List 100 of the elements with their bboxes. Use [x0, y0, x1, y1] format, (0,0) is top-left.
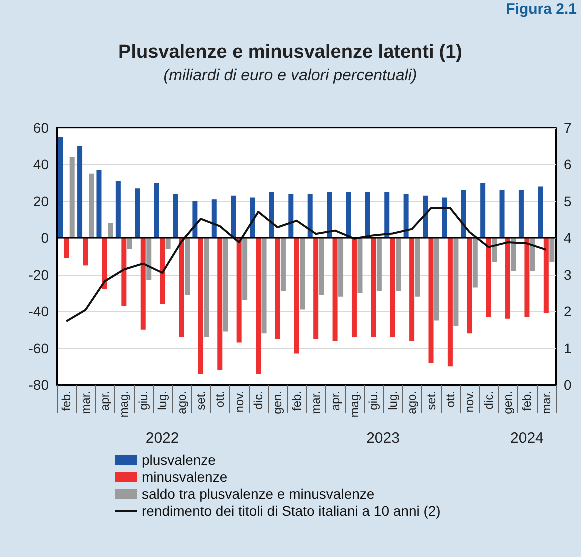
text: 2024	[510, 430, 544, 447]
text: Figura 2.1	[506, 1, 578, 18]
x-tick-label: set.	[194, 391, 208, 410]
bar	[506, 238, 511, 319]
bar	[480, 183, 486, 238]
bar	[64, 238, 70, 258]
bar	[518, 190, 524, 238]
bar	[524, 238, 530, 318]
bar	[242, 238, 248, 301]
bar	[338, 238, 344, 297]
x-tick-label: dic.	[252, 391, 266, 410]
bar	[376, 238, 382, 292]
bar	[384, 192, 390, 238]
bar	[89, 174, 94, 238]
bar	[390, 238, 396, 338]
y2-tick-label: 2	[564, 304, 572, 320]
bar	[280, 238, 286, 292]
x-tick-label: gen.	[501, 391, 516, 414]
bar	[500, 190, 505, 238]
bar	[275, 238, 280, 340]
x-tick-label: feb.	[290, 391, 304, 412]
y2-tick-label: 1	[564, 340, 572, 356]
x-tick-label: feb.	[60, 391, 74, 412]
bar	[332, 238, 338, 341]
y2-tick-label: 3	[564, 266, 572, 283]
bar	[467, 238, 472, 334]
chart-title: Plusvalenze e minusvalenze latenti (1)	[118, 42, 462, 63]
bar	[448, 238, 453, 367]
x-tick-label: set.	[424, 391, 438, 410]
bar	[166, 238, 171, 250]
x-tick-label: lug.	[156, 391, 170, 410]
bar	[154, 183, 160, 238]
x-tick-label: ott.	[213, 391, 228, 408]
bar	[192, 201, 198, 238]
legend-label: saldo tra plusvalenze e minusvalenze	[142, 486, 375, 502]
y-tick-label: 20	[33, 193, 50, 210]
bar	[486, 238, 492, 318]
legend-label: minusvalenze	[142, 469, 228, 485]
x-tick-label: apr.	[98, 391, 112, 412]
x-tick-label: lug.	[386, 391, 400, 410]
bar	[442, 198, 448, 238]
y-tick-label: -80	[28, 377, 50, 393]
bar	[262, 238, 267, 334]
bar	[108, 223, 114, 238]
bar	[122, 238, 127, 306]
bar	[511, 238, 516, 272]
bar	[454, 238, 459, 326]
bar	[70, 157, 75, 238]
bar	[140, 238, 146, 330]
x-tick-label: nov.	[462, 391, 477, 413]
text: 2022	[146, 430, 180, 447]
bar	[83, 238, 88, 266]
bar	[102, 238, 108, 290]
y2-tick-label: 0	[564, 377, 572, 393]
bar	[223, 238, 228, 332]
bar	[288, 194, 294, 238]
x-tick-label: dic.	[482, 391, 496, 410]
legend-label: rendimento dei titoli di Stato italiani a 10 anni (2)	[142, 503, 441, 519]
bar	[116, 181, 121, 238]
bar	[256, 238, 262, 374]
y-tick-label: 0	[41, 230, 50, 246]
bar	[269, 192, 274, 238]
x-tick-label: feb.	[520, 391, 534, 412]
x-tick-label: gen.	[270, 391, 285, 414]
y-tick-label: -60	[28, 340, 50, 356]
y2-tick-label: 7	[564, 120, 572, 136]
bar	[410, 238, 415, 341]
bar	[358, 238, 363, 294]
x-tick-label: mar.	[78, 391, 93, 414]
y2-tick-label: 4	[564, 230, 572, 246]
bar	[530, 238, 536, 272]
legend-label: plusvalenze	[142, 452, 216, 468]
bar	[461, 190, 466, 238]
y2-tick-label: 5	[564, 193, 572, 210]
bar	[294, 238, 300, 354]
bar	[346, 192, 352, 238]
y-tick-label: -40	[28, 304, 50, 320]
x-tick-label: ago.	[174, 391, 189, 414]
bar	[544, 238, 549, 314]
bar	[204, 238, 210, 338]
bar	[78, 146, 83, 238]
bar	[415, 238, 420, 297]
bar	[231, 196, 236, 238]
x-tick-label: mag.	[117, 391, 132, 418]
bar	[179, 238, 184, 338]
bar	[185, 238, 190, 296]
x-tick-label: mar.	[539, 391, 554, 414]
bar	[538, 186, 544, 238]
bar	[550, 238, 555, 262]
bar	[434, 238, 440, 321]
y-tick-label: -20	[28, 266, 50, 283]
x-tick-label: giu.	[136, 391, 150, 410]
bar	[96, 170, 102, 238]
x-tick-label: mag.	[347, 391, 362, 418]
x-tick-label: ott.	[443, 391, 458, 408]
bar	[423, 196, 428, 238]
bar	[218, 238, 223, 370]
x-tick-label: nov.	[232, 391, 246, 413]
bar	[396, 238, 402, 292]
bar	[365, 192, 370, 238]
